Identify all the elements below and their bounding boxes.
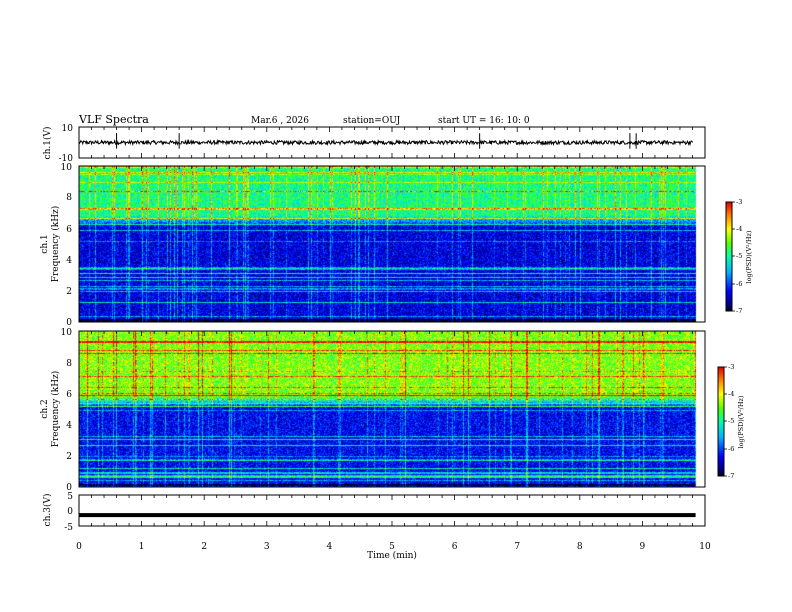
ch3-waveform-line — [79, 513, 696, 518]
xtick-10: 10 — [699, 542, 711, 552]
xtick-8: 8 — [577, 542, 583, 552]
ch3-ytick-top: 5 — [67, 492, 73, 502]
x-axis-label: Time (min) — [367, 550, 417, 561]
ch1-waveform-panel: 10 -10 ch.1(V) — [42, 124, 706, 164]
cb1-label: log(PSD)(V²/Hz) — [745, 230, 753, 283]
cb1-tick-m6: -6 — [736, 280, 742, 288]
x-axis: 0 1 2 3 4 5 6 7 8 9 10 Time (min) — [76, 542, 711, 561]
ch1-spectrogram-ylabel-channel: ch.1 — [40, 234, 50, 253]
ch1-colorbar-frame — [725, 201, 733, 312]
cb1-tick-m3: -3 — [736, 198, 742, 206]
ch1-spectrogram-yticks: 0 2 4 6 8 10 — [61, 163, 73, 328]
spec2-ytick-0: 0 — [66, 483, 72, 493]
ch2-spectrogram-ylabel-frequency: Frequency (kHz) — [50, 371, 61, 448]
cb2-label: log(PSD)(V²/Hz) — [737, 395, 745, 448]
spec1-ytick-6: 6 — [66, 225, 72, 235]
spec1-ytick-0: 0 — [66, 318, 72, 328]
ch2-spectrogram-canvas — [79, 331, 705, 487]
spec2-ytick-4: 4 — [66, 421, 72, 431]
xtick-9: 9 — [640, 542, 646, 552]
ch1-ytick-bottom: -10 — [59, 154, 74, 164]
cb2-tick-m5: -5 — [728, 417, 734, 425]
ch1-colorbar-gradient — [726, 202, 732, 311]
ch1-spectrogram-panel: 0 2 4 6 8 10 ch.1 Frequency (kHz) — [40, 163, 706, 328]
spec2-ytick-6: 6 — [66, 390, 72, 400]
cb2-tick-m3: -3 — [728, 363, 734, 371]
ch1-spectrogram-ylabel-frequency: Frequency (kHz) — [50, 206, 61, 283]
xtick-3: 3 — [264, 542, 270, 552]
cb1-tick-m7: -7 — [736, 307, 742, 315]
ch1-spectrogram-canvas — [79, 166, 705, 322]
cb2-tick-m7: -7 — [728, 472, 734, 480]
spec2-ytick-8: 8 — [66, 359, 72, 369]
figure-title: VLF Spectra — [78, 113, 149, 126]
cb1-tick-m4: -4 — [736, 225, 742, 233]
ch1-colorbar: -3 -4 -5 -6 -7 log(PSD)(V²/Hz) — [725, 198, 753, 315]
date-label: Mar.6 , 2026 — [251, 116, 309, 126]
ch3-waveform-panel: 5 0 -5 ch.3(V) — [42, 492, 706, 533]
xtick-6: 6 — [452, 542, 458, 552]
spec1-ytick-10: 10 — [61, 163, 73, 173]
ch3-ylabel: ch.3(V) — [42, 494, 53, 527]
ch1-spikes — [116, 133, 637, 149]
ch2-spectrogram-yticks: 0 2 4 6 8 10 — [61, 328, 73, 493]
ch1-waveform-line — [78, 138, 693, 147]
xtick-2: 2 — [201, 542, 207, 552]
cb2-tick-m4: -4 — [728, 390, 734, 398]
cb1-tick-m5: -5 — [736, 252, 742, 260]
ch3-ytick-bottom: -5 — [64, 523, 73, 533]
ch1-ylabel: ch.1(V) — [42, 127, 53, 160]
ch2-colorbar-ticks — [724, 366, 727, 477]
ch2-spectrogram-ylabel-channel: ch.2 — [40, 399, 50, 418]
ch3-waveform-ticks — [78, 495, 706, 526]
ch2-spectrogram-panel: 0 2 4 6 8 10 ch.2 Frequency (kHz) — [40, 328, 706, 493]
spec1-ytick-8: 8 — [66, 193, 72, 203]
xtick-4: 4 — [327, 542, 333, 552]
ch2-colorbar: -3 -4 -5 -6 -7 log(PSD)(V²/Hz) — [717, 363, 745, 480]
xtick-1: 1 — [139, 542, 145, 552]
ch2-colorbar-frame — [717, 366, 725, 477]
station-label: station=OUJ — [343, 116, 401, 126]
spec1-ytick-4: 4 — [66, 256, 72, 266]
ch2-colorbar-gradient — [718, 367, 724, 476]
xtick-7: 7 — [514, 542, 520, 552]
ch1-spectrogram-ticks — [78, 166, 706, 322]
spec2-ytick-2: 2 — [66, 452, 72, 462]
ch3-ytick-zero: 0 — [67, 507, 73, 517]
spec2-ytick-10: 10 — [61, 328, 73, 338]
ch1-waveform-ticks — [78, 127, 706, 158]
spec1-ytick-2: 2 — [66, 287, 72, 297]
xtick-0: 0 — [76, 542, 82, 552]
ch2-spectrogram-ticks — [78, 331, 706, 487]
ch1-ytick-top: 10 — [62, 124, 74, 134]
ch1-colorbar-ticks — [732, 201, 735, 312]
cb2-tick-m6: -6 — [728, 445, 734, 453]
xtick-5: 5 — [389, 542, 395, 552]
start-time-label: start UT = 16: 10: 0 — [438, 116, 530, 126]
